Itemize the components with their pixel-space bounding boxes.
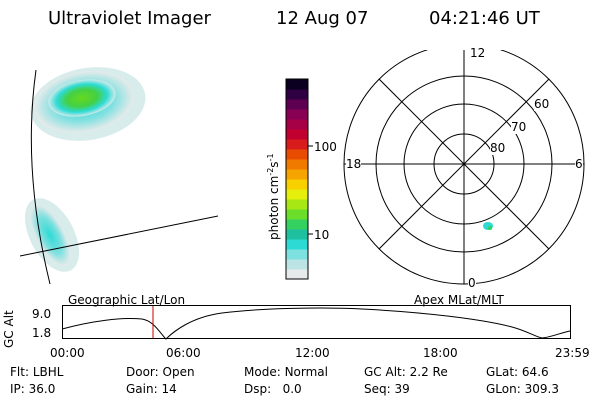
instrument-title: Ultraviolet Imager — [48, 8, 211, 29]
colorbar-cell — [286, 209, 308, 220]
colorbar-cell — [286, 129, 308, 140]
colorbar-cell — [286, 219, 308, 230]
mlt-label-12: 12 — [470, 46, 486, 60]
timeline-x-tick-0000: 00:00 — [50, 346, 85, 360]
lat-label-60: 60 — [534, 97, 550, 111]
timeline-left-title: Geographic Lat/Lon — [68, 293, 186, 307]
colorbar — [285, 78, 313, 280]
aurora-core-upper — [48, 79, 116, 117]
param-glat: GLat: 64.6 — [486, 365, 549, 379]
param-seq: Seq: 39 — [364, 382, 410, 396]
geographic-image-panel — [19, 67, 219, 285]
altitude-curve — [62, 307, 571, 340]
timeline-right-title: Apex MLat/MLT — [414, 293, 504, 307]
colorbar-cell — [286, 199, 308, 210]
timeline-x-tick-1200: 12:00 — [295, 346, 330, 360]
colorbar-cell — [286, 249, 308, 260]
colorbar-tick-label-10: 10 — [314, 228, 330, 242]
colorbar-cell — [286, 79, 308, 90]
mlt-label-0: 0 — [468, 276, 476, 290]
colorbar-tick-label-100: 100 — [314, 140, 337, 154]
horizon-line — [19, 215, 219, 257]
mlt-label-6: 6 — [575, 157, 583, 171]
colorbar-cell — [286, 169, 308, 180]
polar-diagonal-2 — [378, 78, 550, 250]
polar-plot — [343, 50, 585, 285]
aurora-arc — [29, 204, 71, 266]
timeline-y-label: GC Alt — [2, 310, 16, 348]
colorbar-frame — [285, 78, 309, 280]
earth-limb-line — [30, 69, 51, 285]
colorbar-cell — [286, 139, 308, 150]
polar-aurora-core — [488, 226, 492, 230]
lat-label-80: 80 — [490, 141, 506, 155]
colorbar-cell — [286, 189, 308, 200]
colorbar-cell — [286, 149, 308, 160]
timeline-x-tick-2359: 23:59 — [555, 346, 590, 360]
colorbar-cell — [286, 119, 308, 130]
altitude-timeline — [62, 305, 571, 340]
colorbar-cell — [286, 109, 308, 120]
timeline-frame — [62, 305, 571, 339]
colorbar-cell — [286, 229, 308, 240]
param-filter: Flt: LBHL — [10, 365, 64, 379]
param-glon: GLon: 309.3 — [486, 382, 559, 396]
date-label: 12 Aug 07 — [276, 8, 369, 29]
time-label: 04:21:46 UT — [429, 8, 540, 29]
param-door: Door: Open — [126, 365, 195, 379]
timeline-y-tick-low: 1.8 — [32, 326, 52, 340]
colorbar-cell — [286, 159, 308, 170]
param-dsp: Dsp: 0.0 — [244, 382, 302, 396]
param-gain: Gain: 14 — [126, 382, 177, 396]
colorbar-cell — [286, 89, 308, 100]
colorbar-cell — [286, 99, 308, 110]
param-gc-alt: GC Alt: 2.2 Re — [364, 365, 448, 379]
param-mode: Mode: Normal — [244, 365, 328, 379]
colorbar-cell — [286, 239, 308, 250]
colorbar-cell — [286, 259, 308, 270]
timeline-x-tick-1800: 18:00 — [423, 346, 458, 360]
colorbar-cell — [286, 179, 308, 190]
param-ip: IP: 36.0 — [10, 382, 56, 396]
colorbar-cell — [286, 269, 308, 280]
timeline-y-tick-high: 9.0 — [32, 307, 52, 321]
colorbar-unit-label: photon cm-2s-1 — [266, 153, 281, 240]
lat-label-70: 70 — [511, 120, 527, 134]
timeline-x-tick-0600: 06:00 — [166, 346, 201, 360]
mlt-label-18: 18 — [346, 157, 362, 171]
